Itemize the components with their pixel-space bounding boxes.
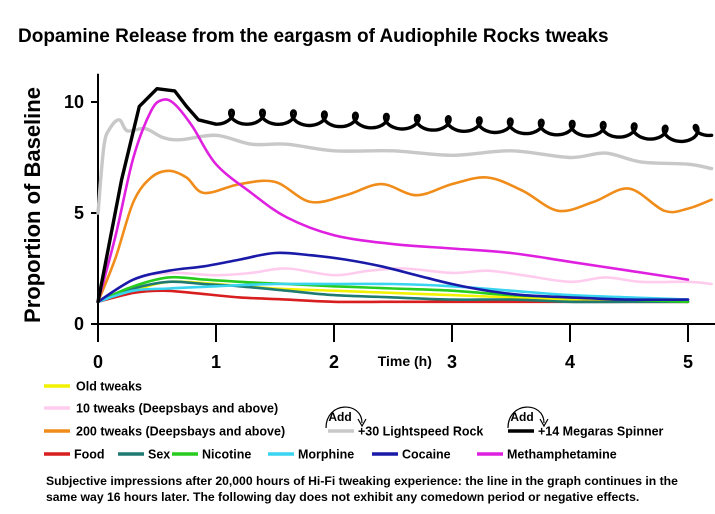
legend-label: Old tweaks (76, 380, 142, 394)
legend-label: Morphine (298, 448, 354, 462)
add-label: Add (328, 410, 351, 424)
y-tick-label: 0 (74, 314, 84, 334)
y-tick-label: 5 (74, 203, 84, 223)
legend-label: +14 Megaras Spinner (538, 425, 664, 439)
series-line-morphine (96, 282, 690, 304)
x-tick-label: 2 (329, 352, 339, 372)
legend-label: 200 tweaks (Deepsbays and above) (76, 425, 285, 439)
series-line-10-tweaks-deepsbays-and-above (96, 267, 713, 304)
chart-caption: Subjective impressions after 20,000 hour… (46, 474, 678, 504)
add-label: Add (510, 410, 533, 424)
add-arrow (507, 406, 545, 429)
y-axis-label: Proportion of Baseline (20, 87, 45, 323)
x-axis-label: Time (h) (378, 353, 432, 369)
legend: Old tweaks 10 tweaks (Deepsbays and above… (44, 380, 664, 462)
legend-label: +30 Lightspeed Rock (358, 425, 483, 439)
x-tick-label: 5 (683, 352, 693, 372)
x-tick-label: 4 (565, 352, 575, 372)
legend-label: Cocaine (402, 448, 451, 462)
add-arrow-head (539, 418, 549, 428)
chart-title: Dopamine Release from the eargasm of Aud… (18, 26, 609, 47)
add-arrow (325, 406, 363, 429)
series-line-14-megaras-spinner (96, 87, 714, 304)
series-line-methamphetamine (96, 98, 690, 304)
x-tick-label: 3 (447, 352, 457, 372)
series-line-30-lightspeed-rock (96, 118, 714, 215)
series-layer (96, 87, 714, 304)
legend-label: Nicotine (202, 448, 251, 462)
series-line-cocaine (96, 251, 690, 304)
series-line-200-tweaks-deepsbays-and-above (96, 169, 713, 304)
y-tick-label: 10 (64, 92, 84, 112)
add-arrow-head (357, 418, 367, 428)
legend-label: 10 tweaks (Deepsbays and above) (76, 402, 278, 416)
legend-label: Food (74, 448, 105, 462)
legend-label: Methamphetamine (507, 448, 617, 462)
legend-label: Sex (148, 448, 170, 462)
x-tick-label: 0 (93, 352, 103, 372)
x-tick-label: 1 (211, 352, 221, 372)
axes: 0 1 2 3 4 5 Time (h) 0 5 10 (64, 73, 715, 372)
series-line-sex (96, 280, 690, 304)
